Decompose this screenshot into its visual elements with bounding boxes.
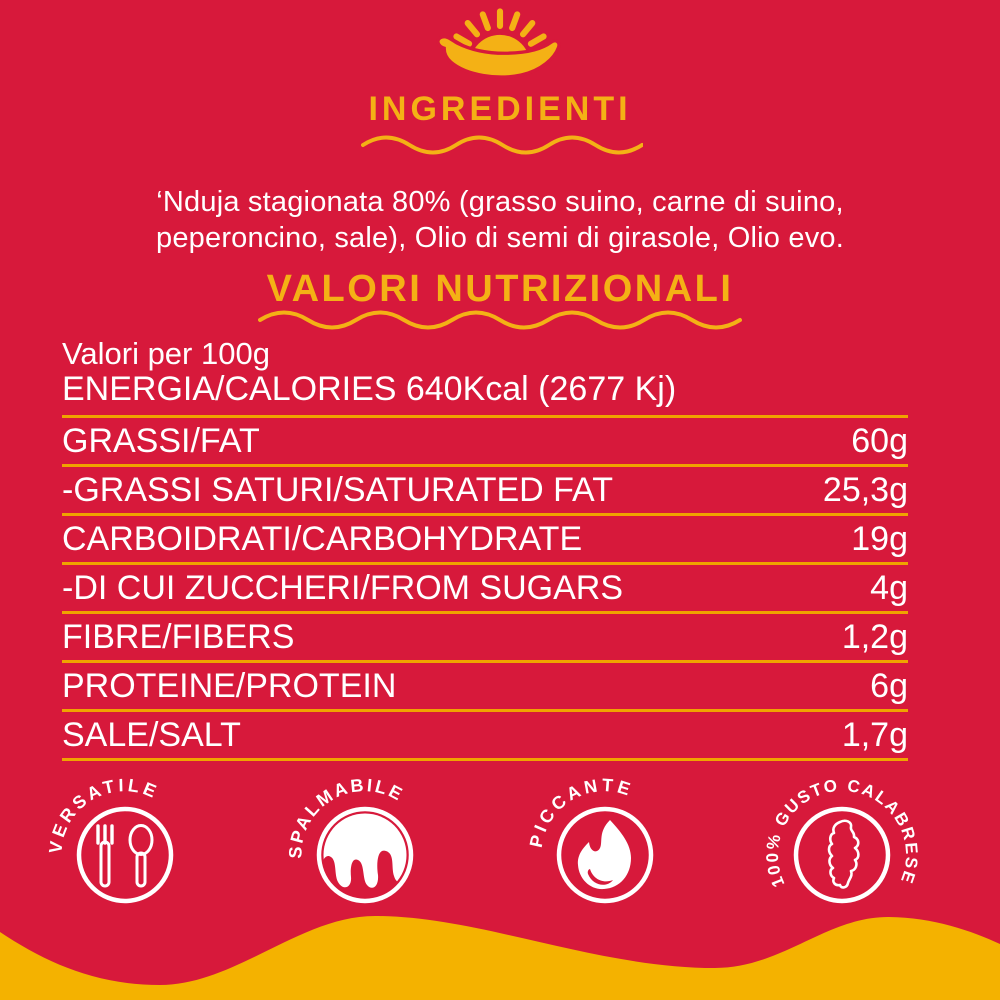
svg-text:100% GUSTO CALABRESE: 100% GUSTO CALABRESE [763, 776, 921, 890]
nutrition-row: PROTEINE/PROTEIN 6g [62, 663, 908, 712]
sun-chili-icon [436, 8, 561, 79]
flame-icon [577, 820, 631, 890]
wavy-divider-icon [258, 310, 742, 330]
wavy-divider-icon [361, 135, 643, 155]
badge-piccante: PICCANTE [526, 775, 654, 904]
nutrition-title: VALORI NUTRIZIONALI [266, 268, 734, 310]
nutrient-value: 60g [851, 421, 908, 460]
energy-row: ENERGIA/CALORIES 640Kcal (2677 Kj) [62, 370, 908, 418]
chili-pepper [436, 35, 561, 79]
nutrition-row: FIBRE/FIBERS 1,2g [62, 614, 908, 663]
badge-label: 100% GUSTO CALABRESE [763, 776, 919, 890]
badge-gusto-calabrese: 100% GUSTO CALABRESE [763, 776, 921, 904]
bottom-wave [0, 916, 1000, 1000]
nutrient-value: 19g [851, 519, 908, 558]
nutrient-value: 4g [870, 568, 908, 607]
nutrition-table: GRASSI/FAT 60g -GRASSI SATURI/SATURATED … [62, 418, 908, 761]
nutrient-label: FIBRE/FIBERS [62, 617, 295, 656]
nutrient-label: SALE/SALT [62, 715, 241, 754]
nutrition-row: -GRASSI SATURI/SATURATED FAT 25,3g [62, 467, 908, 516]
nutrition-row: GRASSI/FAT 60g [62, 418, 908, 467]
badge-versatile: VERSATILE [45, 775, 174, 904]
nutrient-value: 1,7g [841, 715, 908, 754]
ingredients-text: ‘Nduja stagionata 80% (grasso suino, car… [0, 184, 1000, 256]
nutrient-label: CARBOIDRATI/CARBOHYDRATE [62, 519, 583, 558]
calabria-map-icon [827, 819, 860, 889]
nutrient-value: 1,2g [841, 617, 908, 656]
nutrient-label: GRASSI/FAT [62, 421, 260, 460]
badge-spalmabile: SPALMABILE [285, 775, 414, 904]
ingredients-title: INGREDIENTI [368, 90, 632, 128]
nutrition-row: -DI CUI ZUCCHERI/FROM SUGARS 4g [62, 565, 908, 614]
nutrient-label: -GRASSI SATURI/SATURATED FAT [62, 470, 613, 509]
fork-spoon-icon [96, 824, 154, 888]
nutrient-label: PROTEINE/PROTEIN [62, 666, 397, 705]
spread-drip-icon [323, 813, 407, 888]
nutrition-row: CARBOIDRATI/CARBOHYDRATE 19g [62, 516, 908, 565]
nutrient-value: 6g [870, 666, 908, 705]
feature-badges: VERSATILE SPALMABILE PICCANTE [45, 775, 921, 904]
ingredients-line: ‘Nduja stagionata 80% (grasso suino, car… [156, 186, 844, 218]
serving-size-label: Valori per 100g [62, 336, 270, 371]
nutrient-value: 25,3g [822, 470, 908, 509]
nutrient-label: -DI CUI ZUCCHERI/FROM SUGARS [62, 568, 623, 607]
nutrition-row: SALE/SALT 1,7g [62, 712, 908, 761]
ingredients-line: peperoncino, sale), Olio di semi di gira… [156, 222, 844, 254]
